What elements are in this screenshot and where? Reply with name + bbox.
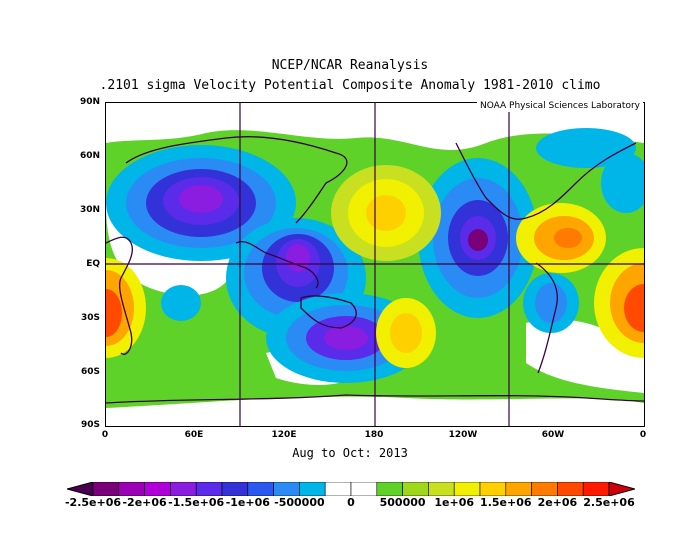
colorbar-swatch (144, 482, 171, 496)
colorbar-swatch (402, 482, 429, 496)
colorbar-swatch (247, 482, 274, 496)
colorbar-swatch (118, 482, 145, 496)
colorbar-tick-label: -1e+06 (225, 496, 270, 509)
lat-label-eq: EQ (86, 259, 100, 269)
colorbar-swatch (170, 482, 197, 496)
chart-subtitle: .2101 sigma Velocity Potential Composite… (99, 78, 601, 93)
colorbar-tick-label: -2e+06 (122, 496, 167, 509)
colorbar-swatch (505, 482, 532, 496)
lon-label-120e: 120E (271, 430, 297, 440)
colorbar-tick-label: -2.5e+06 (64, 496, 122, 509)
colorbar-swatch (324, 482, 352, 496)
colorbar-swatch (582, 482, 610, 496)
lat-label-90n: 90N (79, 97, 100, 107)
colorbar-swatch (350, 482, 378, 496)
colorbar (67, 482, 635, 496)
colorbar-swatch (376, 482, 403, 496)
lat-label-60s: 60S (80, 367, 100, 377)
colorbar-swatch (557, 482, 584, 496)
lat-label-90s: 90S (80, 420, 100, 430)
colorbar-tick-label: 1.5e+06 (480, 496, 532, 509)
velocity-potential-map (106, 103, 644, 426)
colorbar-tick-label: 1e+06 (434, 496, 475, 509)
colorbar-tick-label: 0 (347, 496, 355, 509)
colorbar-tick-label: 500000 (379, 496, 426, 509)
map-panel (105, 102, 645, 427)
colorbar-right-arrow (608, 482, 635, 496)
colorbar-swatch (428, 482, 455, 496)
colorbar-swatch (92, 482, 120, 496)
lon-label-0: 0 (101, 430, 109, 440)
colorbar-tick-label: -500000 (274, 496, 325, 509)
lon-label-60w: 60W (541, 430, 565, 440)
colorbar-left-arrow (67, 482, 94, 496)
lat-label-30n: 30N (79, 205, 100, 215)
colorbar-swatch (531, 482, 558, 496)
colorbar-swatch (221, 482, 249, 496)
colorbar-tick-label: -1.5e+06 (168, 496, 225, 509)
colorbar-swatch (195, 482, 223, 496)
colorbar-swatch (479, 482, 507, 496)
lat-label-30s: 30S (80, 313, 100, 323)
lon-label-120w: 120W (448, 430, 478, 440)
colorbar-tick-label: 2.5e+06 (583, 496, 635, 509)
lon-label-0-east: 0 (639, 430, 647, 440)
credit-label: NOAA Physical Sciences Laboratory (476, 100, 643, 112)
lon-label-180: 180 (364, 430, 384, 440)
colorbar-swatch (453, 482, 481, 496)
lon-label-60e: 60E (184, 430, 204, 440)
colorbar-labels: -2.5e+06 -2e+06 -1.5e+06 -1e+06 -500000 0 5000… (60, 496, 640, 510)
colorbar-tick-label: 2e+06 (537, 496, 578, 509)
colorbar-swatch (299, 482, 326, 496)
chart-title: NCEP/NCAR Reanalysis (271, 58, 429, 73)
colorbar-swatch (273, 482, 300, 496)
lat-label-60n: 60N (79, 151, 100, 161)
date-label: Aug to Oct: 2013 (292, 446, 408, 460)
